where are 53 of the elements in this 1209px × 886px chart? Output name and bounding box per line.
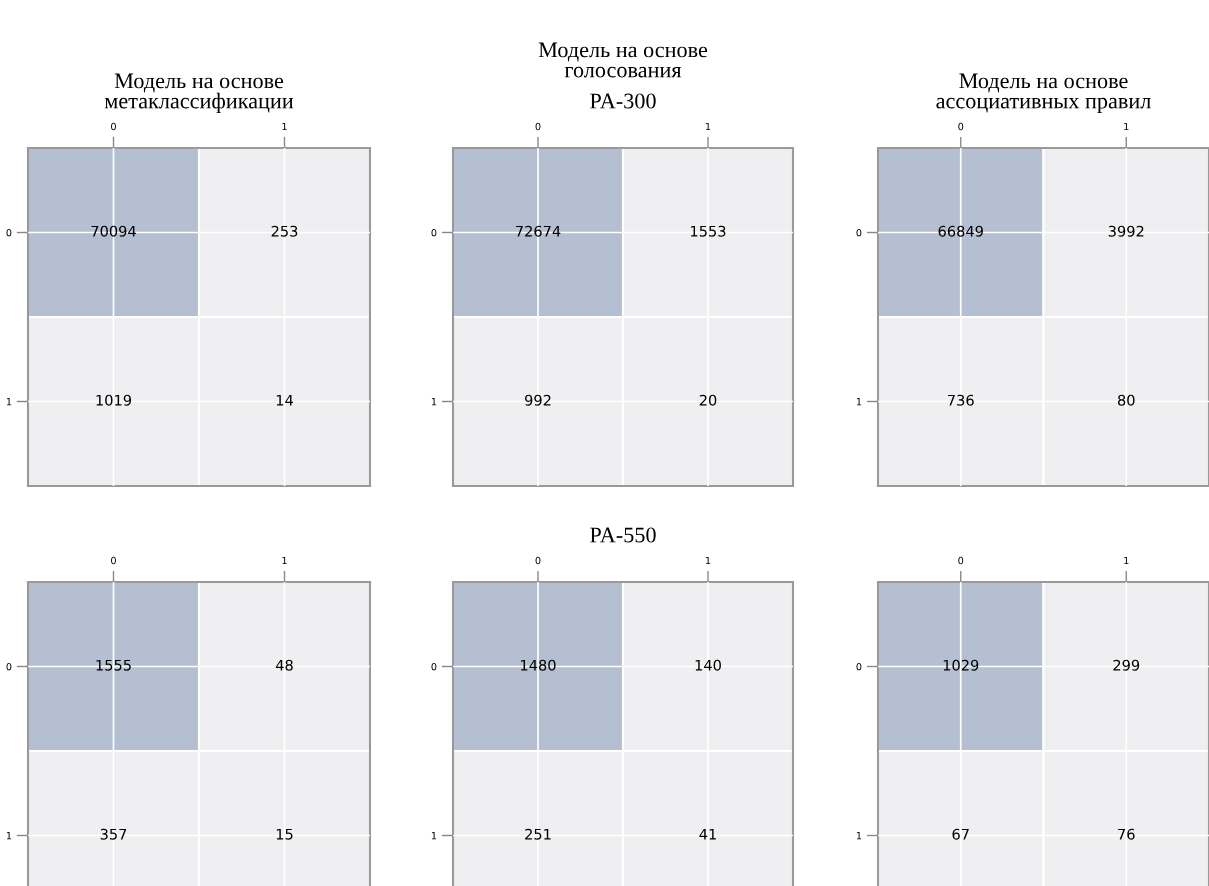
data-label: 1029: [943, 659, 979, 671]
x-tick-label: 0: [958, 556, 964, 565]
data-label: 253: [271, 225, 298, 237]
y-tick-label: 0: [6, 228, 12, 237]
data-label: 992: [525, 394, 551, 406]
x-tick-label: 1: [705, 122, 711, 131]
data-label: 357: [100, 828, 127, 840]
x-tick-label: 0: [535, 122, 541, 131]
data-label: 1019: [96, 394, 132, 406]
data-label: 736: [948, 394, 974, 406]
data-label: 67: [952, 828, 969, 840]
data-label: 1480: [521, 659, 556, 671]
x-tick-label: 1: [282, 556, 287, 565]
x-tick-label: 1: [282, 122, 287, 131]
y-tick-label: 0: [856, 228, 862, 237]
data-label: 80: [1117, 394, 1135, 406]
x-tick-label: 0: [535, 556, 541, 565]
y-tick-label: 0: [856, 662, 862, 671]
x-tick-label: 0: [111, 122, 116, 131]
x-tick-label: 1: [1124, 122, 1129, 131]
chart-title: PA-550: [590, 527, 656, 543]
y-tick-label: 0: [431, 662, 437, 671]
data-label: 48: [275, 659, 293, 671]
data-label: 299: [1113, 659, 1140, 671]
data-label: 3992: [1108, 225, 1144, 237]
data-label: 1553: [691, 225, 726, 237]
data-label: 20: [699, 394, 717, 406]
chart-title: Модель на основе голосования: [538, 42, 708, 78]
y-tick-label: 0: [431, 228, 437, 237]
chart-title: Модель на основе метаклассификации: [104, 73, 294, 113]
data-label: 251: [525, 828, 551, 840]
chart-subtitle: PA-300: [590, 93, 656, 109]
data-label: 66849: [938, 225, 983, 237]
data-label: 14: [276, 394, 293, 406]
y-tick-label: 1: [6, 832, 12, 840]
data-label: 76: [1118, 828, 1135, 840]
y-tick-label: 1: [856, 832, 862, 840]
data-label: 15: [276, 828, 293, 840]
y-tick-label: 1: [856, 398, 862, 406]
x-tick-label: 1: [1124, 556, 1129, 565]
x-tick-label: 0: [958, 122, 964, 131]
y-tick-label: 0: [6, 662, 12, 671]
data-label: 70094: [91, 225, 136, 237]
data-label: 1555: [96, 659, 131, 671]
y-tick-label: 1: [431, 398, 437, 406]
x-tick-label: 1: [705, 556, 711, 565]
data-label: 72674: [516, 225, 561, 237]
data-label: 140: [695, 659, 721, 671]
x-tick-label: 0: [111, 556, 116, 565]
y-tick-label: 1: [431, 832, 437, 840]
data-label: 41: [699, 828, 716, 840]
y-tick-label: 1: [6, 398, 12, 406]
chart-title: Модель на основе ассоциативных правил: [936, 73, 1151, 113]
